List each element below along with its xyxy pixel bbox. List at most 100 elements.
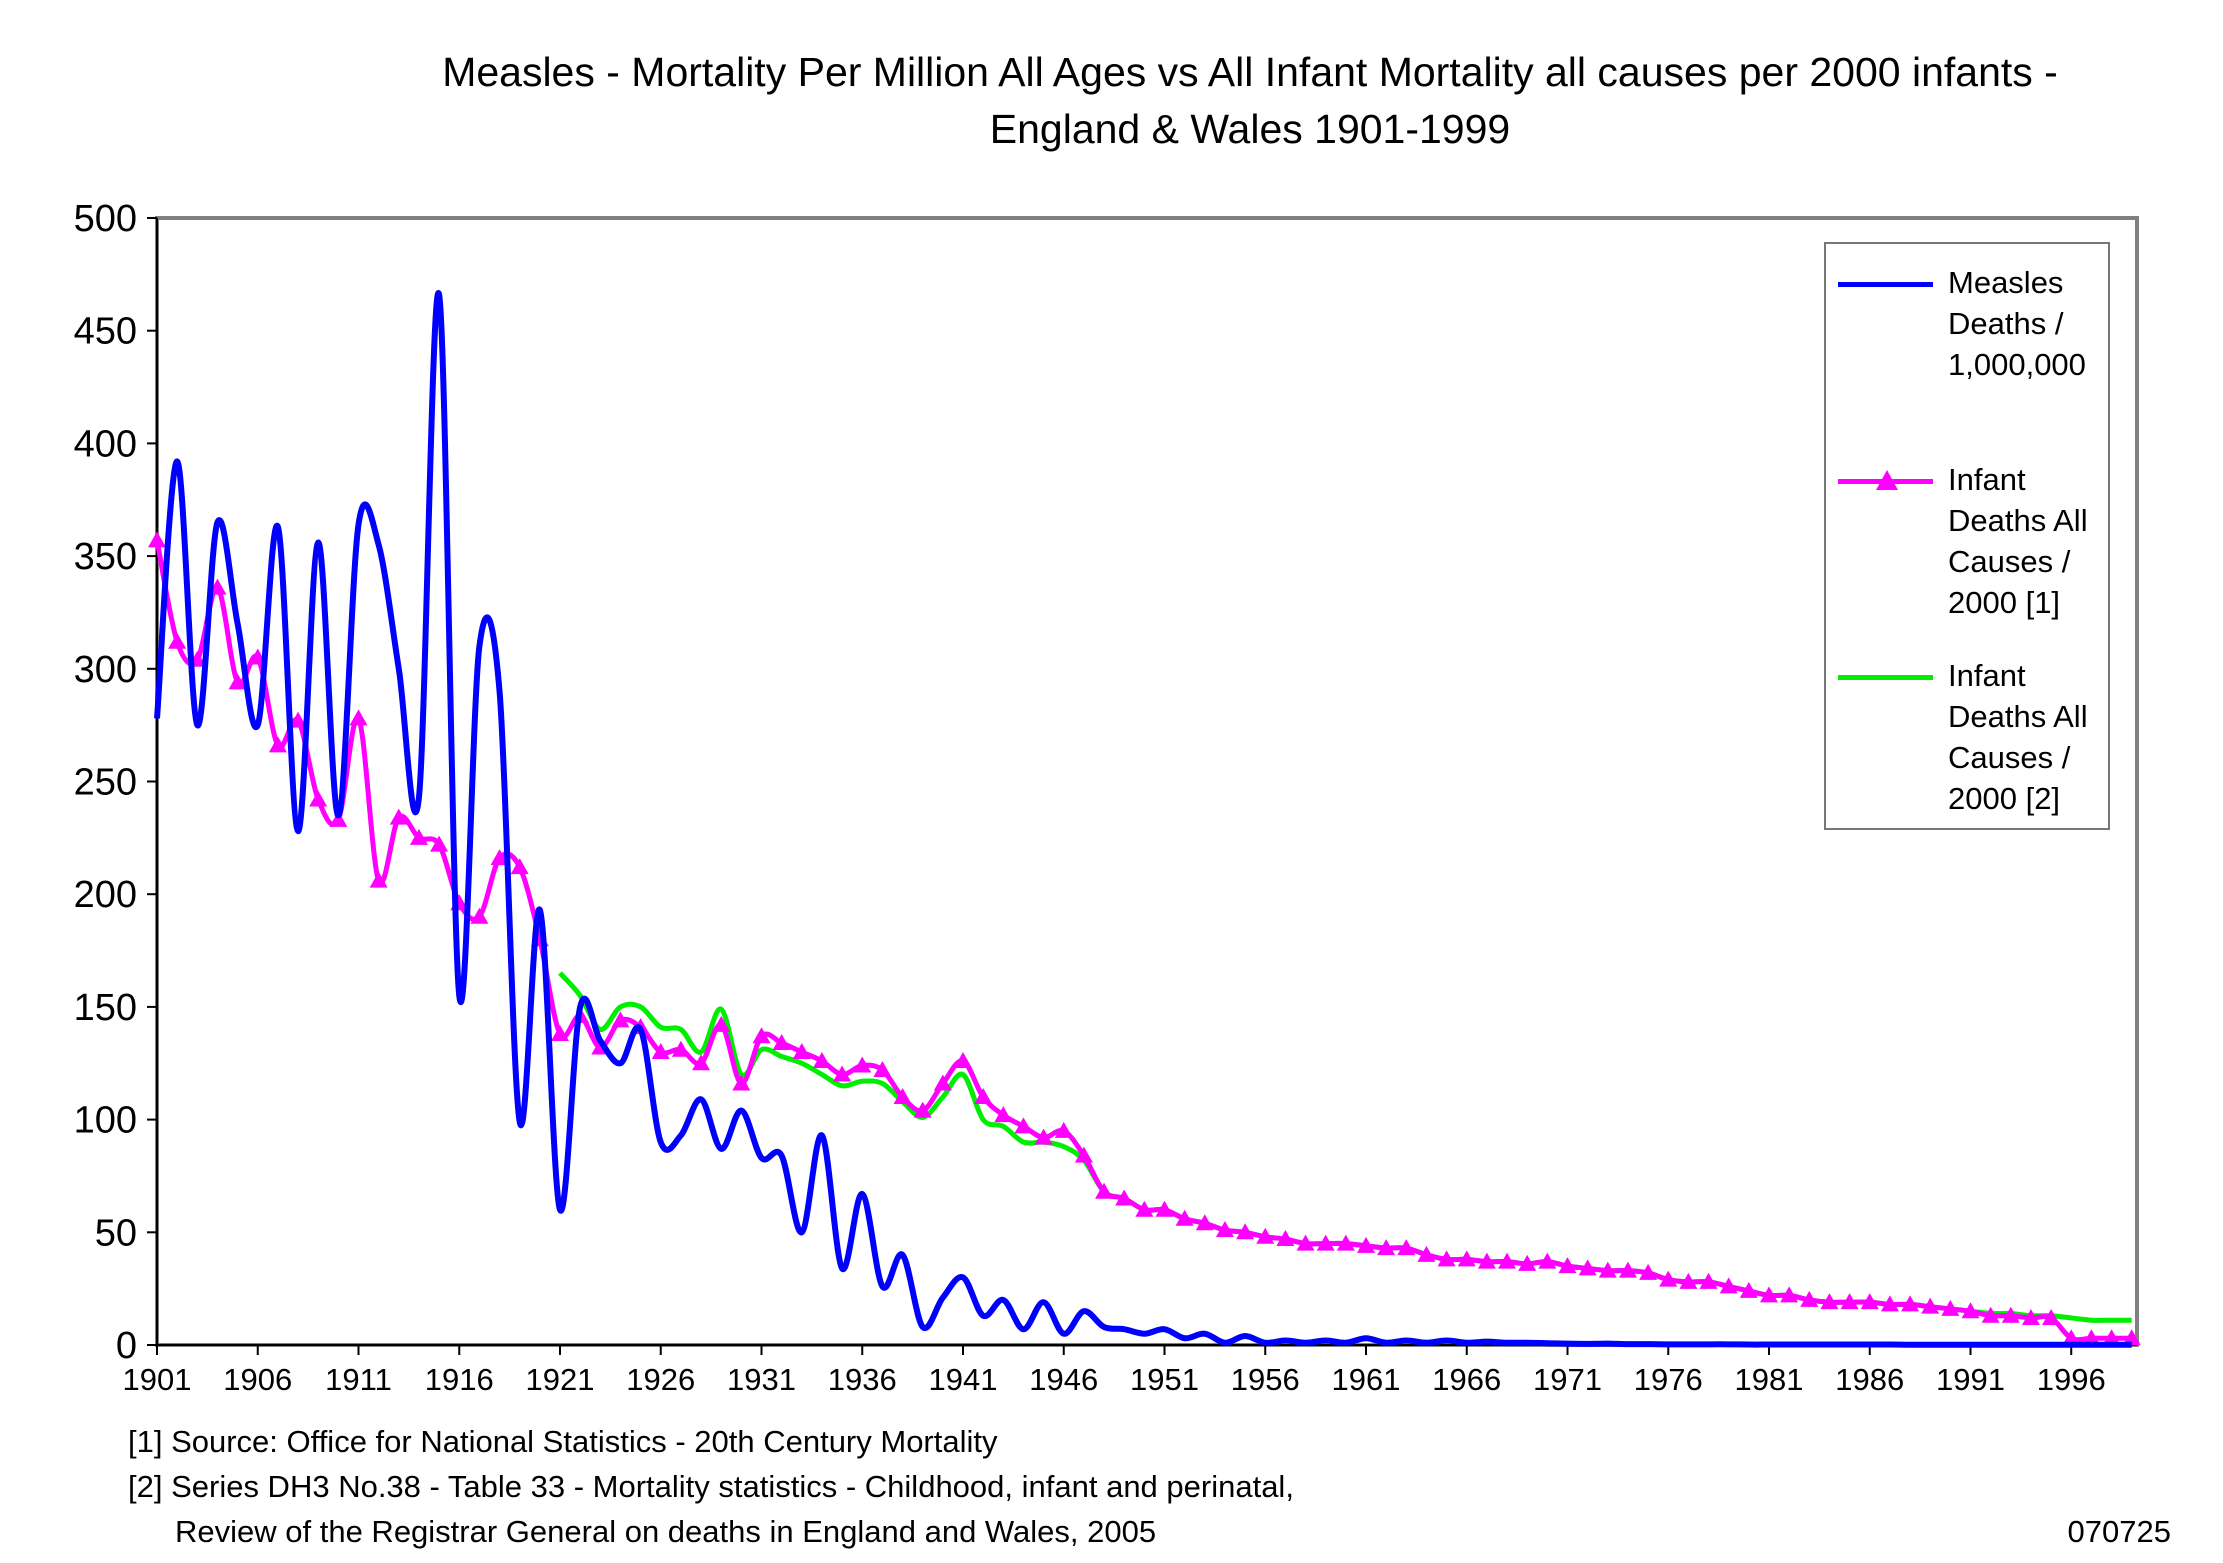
x-tick-label: 1916	[425, 1362, 494, 1397]
footnote-3: Review of the Registrar General on death…	[175, 1514, 1157, 1549]
chart-code: 070725	[2067, 1514, 2171, 1549]
data-point-marker	[1659, 1270, 1678, 1287]
x-tick-label: 1936	[828, 1362, 897, 1397]
data-point-marker	[1518, 1254, 1537, 1271]
data-point-marker	[853, 1056, 872, 1073]
data-point-marker	[812, 1051, 831, 1068]
data-point-marker	[1054, 1121, 1073, 1138]
data-point-marker	[1357, 1236, 1375, 1253]
data-point-marker	[893, 1088, 912, 1105]
x-tick-label: 1941	[929, 1362, 998, 1397]
y-tick-label: 450	[74, 311, 137, 353]
data-point-marker	[329, 810, 348, 827]
data-point-marker	[1941, 1299, 1960, 1316]
data-point-marker	[994, 1106, 1013, 1123]
y-tick-label: 250	[74, 762, 137, 804]
data-point-marker	[651, 1042, 670, 1059]
data-point-marker	[148, 531, 166, 548]
data-point-marker	[1195, 1214, 1214, 1231]
data-point-marker	[1095, 1182, 1114, 1199]
title-line-1: Measles - Mortality Per Million All Ages…	[442, 49, 2058, 95]
data-point-marker	[1981, 1306, 2000, 1323]
y-tick-label: 150	[74, 987, 137, 1029]
data-point-marker	[1498, 1252, 1517, 1269]
x-tick-label: 1981	[1735, 1362, 1804, 1397]
data-point-marker	[2042, 1308, 2061, 1325]
data-point-marker	[1578, 1259, 1597, 1276]
data-point-marker	[1316, 1234, 1335, 1251]
data-point-marker	[1417, 1245, 1436, 1262]
data-point-marker	[1739, 1281, 1758, 1298]
footnote-2: [2] Series DH3 No.38 - Table 33 - Mortal…	[128, 1469, 1294, 1504]
data-point-marker	[1477, 1252, 1496, 1269]
data-point-marker	[409, 828, 428, 845]
title-line-2: England & Wales 1901-1999	[989, 106, 1511, 152]
data-point-marker	[1437, 1250, 1456, 1267]
data-point-marker	[611, 1011, 630, 1028]
data-point-marker	[1699, 1272, 1718, 1289]
data-point-marker	[732, 1074, 751, 1091]
data-point-marker	[1558, 1257, 1577, 1274]
x-tick-label: 1901	[123, 1362, 192, 1397]
data-point-marker	[1256, 1227, 1275, 1244]
data-point-marker	[1236, 1223, 1255, 1240]
x-tick-label: 1991	[1936, 1362, 2005, 1397]
x-tick-label: 1906	[223, 1362, 292, 1397]
data-point-marker	[1155, 1200, 1174, 1217]
data-point-marker	[954, 1051, 972, 1068]
footnote-1: [1] Source: Office for National Statisti…	[128, 1424, 998, 1459]
data-point-marker	[490, 849, 509, 866]
data-point-marker	[913, 1101, 932, 1118]
data-point-marker	[1921, 1297, 1940, 1314]
data-point-marker	[349, 709, 368, 726]
y-tick-label: 400	[74, 423, 137, 465]
x-tick-label: 1956	[1231, 1362, 1300, 1397]
data-point-marker	[1135, 1200, 1154, 1217]
series-line-2	[558, 971, 2132, 1323]
data-point-marker	[1961, 1302, 1980, 1319]
data-point-marker	[1820, 1293, 1839, 1310]
data-point-marker	[1901, 1295, 1920, 1312]
x-tick-label: 1951	[1130, 1362, 1199, 1397]
data-point-marker	[1276, 1230, 1295, 1247]
data-point-marker	[168, 632, 187, 649]
data-point-marker	[1538, 1252, 1557, 1269]
data-point-marker	[1336, 1234, 1355, 1251]
data-point-marker	[974, 1088, 993, 1105]
data-point-marker	[1296, 1234, 1315, 1251]
data-point-marker	[1840, 1293, 1859, 1310]
data-point-marker	[389, 808, 408, 825]
data-point-marker	[2082, 1329, 2101, 1346]
legend-label-infant-1: Infant Deaths All Causes /2000 [1]	[1948, 462, 2088, 620]
data-point-marker	[1800, 1290, 1819, 1307]
data-point-marker	[2062, 1329, 2081, 1346]
data-point-marker	[1074, 1146, 1093, 1163]
x-tick-label: 1971	[1533, 1362, 1602, 1397]
data-point-marker	[833, 1065, 852, 1082]
y-tick-label: 500	[74, 198, 137, 240]
data-point-marker	[2001, 1306, 2020, 1323]
data-point-marker	[1679, 1272, 1698, 1289]
x-tick-label: 1996	[2037, 1362, 2106, 1397]
y-tick-label: 200	[74, 874, 137, 916]
data-point-marker	[2102, 1329, 2121, 1346]
data-point-marker	[2122, 1329, 2141, 1346]
data-point-marker	[510, 858, 529, 875]
data-point-marker	[369, 871, 388, 888]
y-tick-label: 100	[74, 1100, 137, 1142]
data-point-marker	[792, 1042, 811, 1059]
data-point-marker	[2021, 1308, 2040, 1325]
x-tick-label: 1976	[1634, 1362, 1703, 1397]
x-tick-label: 1946	[1029, 1362, 1098, 1397]
data-point-marker	[1618, 1261, 1637, 1278]
data-point-marker	[1397, 1239, 1416, 1256]
data-point-marker	[1215, 1221, 1234, 1238]
y-tick-label: 300	[74, 649, 137, 691]
series-line-0	[154, 290, 2132, 1348]
data-point-marker	[430, 835, 449, 852]
data-point-marker	[1115, 1189, 1134, 1206]
legend-swatch-measles	[1838, 282, 1933, 287]
data-point-marker	[551, 1024, 569, 1041]
data-point-marker	[1457, 1250, 1476, 1267]
